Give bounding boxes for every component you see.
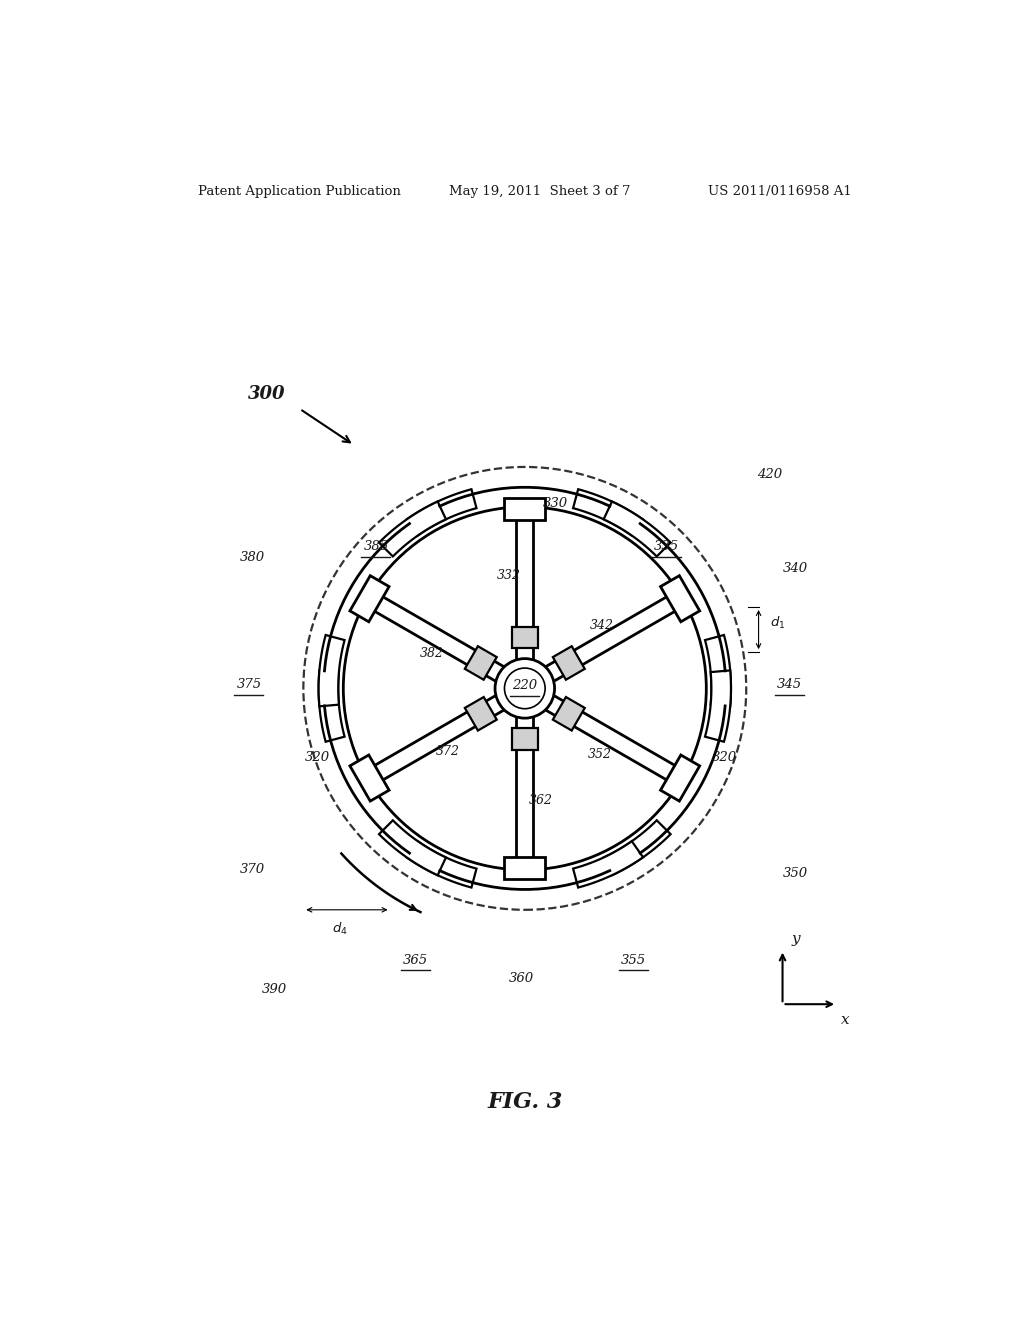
Polygon shape bbox=[516, 714, 534, 869]
Polygon shape bbox=[505, 857, 545, 879]
Text: 370: 370 bbox=[240, 863, 265, 876]
Circle shape bbox=[495, 659, 555, 718]
Text: 355: 355 bbox=[622, 954, 646, 968]
Text: 220: 220 bbox=[512, 678, 538, 692]
Polygon shape bbox=[365, 694, 507, 785]
Polygon shape bbox=[553, 697, 585, 730]
Text: $d_1$: $d_1$ bbox=[770, 615, 785, 631]
Polygon shape bbox=[318, 635, 344, 706]
Text: 362: 362 bbox=[528, 795, 553, 808]
Text: FIG. 3: FIG. 3 bbox=[487, 1092, 562, 1113]
Polygon shape bbox=[543, 694, 685, 785]
Polygon shape bbox=[604, 502, 671, 557]
Text: 360: 360 bbox=[509, 973, 534, 985]
Text: 345: 345 bbox=[777, 678, 803, 692]
Text: 320: 320 bbox=[305, 751, 331, 764]
Text: 330: 330 bbox=[543, 496, 568, 510]
Text: 335: 335 bbox=[653, 540, 679, 553]
Text: 320: 320 bbox=[712, 751, 737, 764]
Text: 382: 382 bbox=[420, 647, 444, 660]
Text: y: y bbox=[792, 932, 800, 946]
Text: 372: 372 bbox=[436, 744, 460, 758]
Polygon shape bbox=[660, 576, 699, 622]
Polygon shape bbox=[505, 498, 545, 520]
Text: 380: 380 bbox=[240, 552, 265, 564]
Text: May 19, 2011  Sheet 3 of 7: May 19, 2011 Sheet 3 of 7 bbox=[449, 185, 630, 198]
Polygon shape bbox=[379, 820, 445, 875]
Text: x: x bbox=[841, 1012, 849, 1027]
Text: 390: 390 bbox=[262, 983, 287, 997]
Polygon shape bbox=[350, 576, 389, 622]
Polygon shape bbox=[465, 647, 497, 680]
Polygon shape bbox=[553, 647, 585, 680]
Text: $d_4$: $d_4$ bbox=[332, 921, 347, 937]
Polygon shape bbox=[407, 841, 476, 887]
Text: 340: 340 bbox=[782, 562, 808, 576]
Polygon shape bbox=[573, 490, 643, 536]
Polygon shape bbox=[318, 671, 344, 742]
Text: 352: 352 bbox=[588, 748, 611, 762]
Text: 375: 375 bbox=[237, 678, 261, 692]
Circle shape bbox=[343, 507, 707, 870]
Circle shape bbox=[505, 668, 545, 709]
Polygon shape bbox=[365, 591, 507, 682]
Polygon shape bbox=[350, 755, 389, 801]
Text: US 2011/0116958 A1: US 2011/0116958 A1 bbox=[708, 185, 852, 198]
Text: 300: 300 bbox=[248, 385, 286, 404]
Text: 420: 420 bbox=[757, 467, 782, 480]
Text: 385: 385 bbox=[364, 540, 388, 553]
Text: 365: 365 bbox=[403, 954, 428, 968]
Text: 342: 342 bbox=[590, 619, 613, 632]
Polygon shape bbox=[604, 820, 671, 875]
Polygon shape bbox=[660, 755, 699, 801]
Polygon shape bbox=[543, 591, 685, 682]
Polygon shape bbox=[379, 502, 445, 557]
Polygon shape bbox=[516, 508, 534, 663]
Polygon shape bbox=[407, 490, 476, 536]
Polygon shape bbox=[465, 697, 497, 730]
Polygon shape bbox=[512, 729, 538, 750]
Polygon shape bbox=[512, 627, 538, 648]
Text: Patent Application Publication: Patent Application Publication bbox=[198, 185, 401, 198]
Polygon shape bbox=[706, 635, 731, 706]
Text: 332: 332 bbox=[497, 569, 521, 582]
Polygon shape bbox=[573, 841, 643, 887]
Text: 350: 350 bbox=[782, 867, 808, 880]
Polygon shape bbox=[706, 671, 731, 742]
